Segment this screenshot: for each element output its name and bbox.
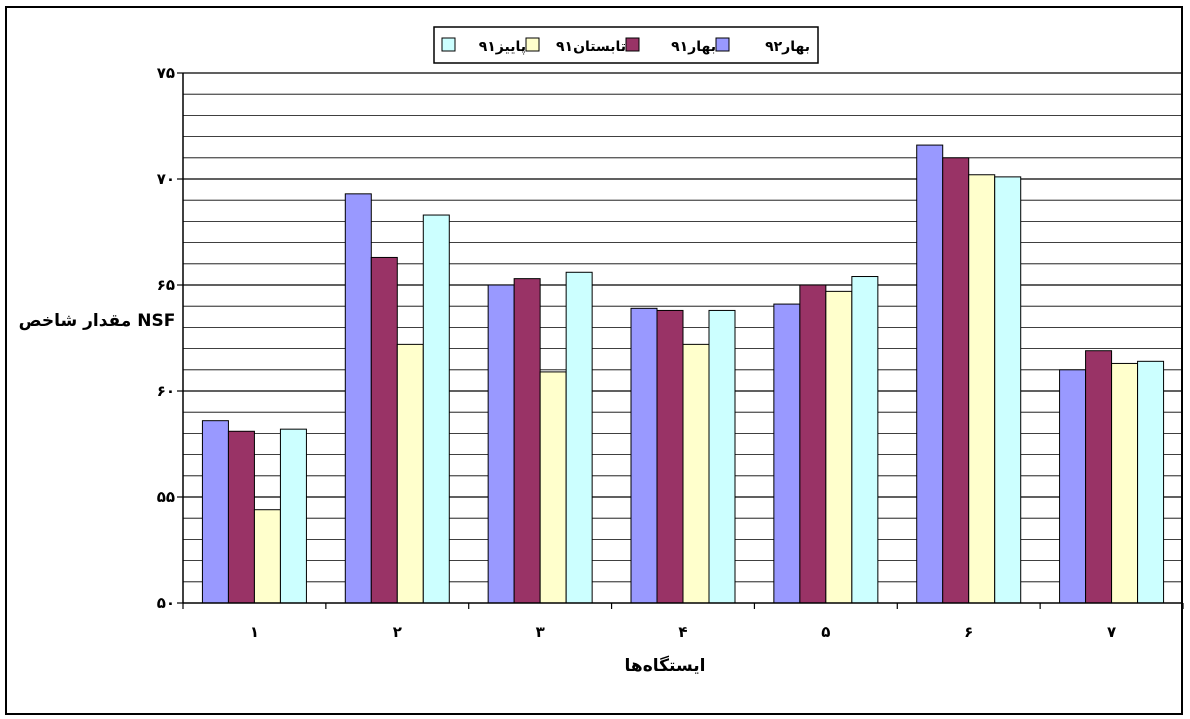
bar bbox=[773, 303, 801, 604]
bar bbox=[799, 284, 827, 604]
y-tick-label: ۷۰ bbox=[157, 170, 175, 188]
bar bbox=[539, 371, 567, 604]
x-tick-label: ۵ bbox=[821, 623, 830, 641]
legend-label: بهار۹۲ bbox=[765, 39, 810, 55]
bar bbox=[994, 176, 1022, 604]
bar bbox=[825, 290, 853, 604]
y-tick-label: ۶۵ bbox=[157, 276, 175, 294]
bar bbox=[201, 420, 229, 604]
x-tick-label: ۳ bbox=[536, 623, 545, 641]
y-tick-label: ۷۵ bbox=[157, 64, 175, 82]
bar bbox=[916, 144, 944, 604]
x-tick-label: ۴ bbox=[678, 623, 687, 641]
bar bbox=[422, 214, 450, 604]
legend-label: پاییز۹۱ bbox=[479, 39, 526, 55]
x-tick-label: ۷ bbox=[1107, 623, 1116, 641]
legend-swatch bbox=[625, 37, 640, 52]
y-tick-label: ۶۰ bbox=[157, 382, 175, 400]
bar bbox=[708, 309, 736, 604]
bar bbox=[1059, 369, 1087, 604]
bar bbox=[370, 256, 398, 604]
x-tick-labels: ۱ ۲ ۳ ۴ ۵ ۶ ۷ bbox=[250, 623, 1116, 641]
bar bbox=[344, 193, 372, 604]
legend: بهار۹۲ بهار۹۱ تابستان۹۱ پاییز۹۱ bbox=[433, 26, 819, 64]
legend-swatch bbox=[525, 37, 540, 52]
x-axis-title: ایستگاه‌ها bbox=[625, 655, 706, 676]
bar bbox=[253, 509, 281, 604]
x-tick-label: ۱ bbox=[250, 623, 259, 641]
bar bbox=[279, 428, 307, 604]
bar bbox=[227, 430, 255, 604]
bar bbox=[630, 307, 658, 604]
bar bbox=[565, 271, 593, 604]
bar bbox=[968, 174, 996, 604]
y-tick-label: ۵۵ bbox=[157, 488, 175, 506]
x-tick-label: ۶ bbox=[964, 623, 973, 641]
bar bbox=[851, 276, 879, 604]
bar bbox=[682, 343, 710, 604]
x-tick-label: ۲ bbox=[393, 623, 402, 641]
bar bbox=[942, 157, 970, 604]
bar bbox=[1085, 350, 1113, 604]
y-tick-label: ۵۰ bbox=[157, 594, 175, 612]
legend-items: بهار۹۲ بهار۹۱ تابستان۹۱ پاییز۹۱ bbox=[441, 37, 810, 55]
bar bbox=[513, 278, 541, 604]
bar bbox=[656, 309, 684, 604]
y-axis-title: مقدار شاخص NSF bbox=[19, 311, 176, 331]
legend-swatch bbox=[715, 37, 730, 52]
y-tick-labels: ۵۰ ۵۵ ۶۰ ۶۵ ۷۰ ۷۵ bbox=[157, 64, 175, 612]
legend-label: تابستان۹۱ bbox=[556, 39, 626, 55]
legend-swatch bbox=[441, 37, 456, 52]
bar bbox=[487, 284, 515, 604]
bar bbox=[396, 343, 424, 604]
axes bbox=[177, 72, 1184, 609]
bars bbox=[201, 144, 1165, 604]
bar bbox=[1111, 362, 1139, 604]
bar bbox=[1137, 360, 1165, 604]
legend-label: بهار۹۱ bbox=[671, 39, 716, 55]
